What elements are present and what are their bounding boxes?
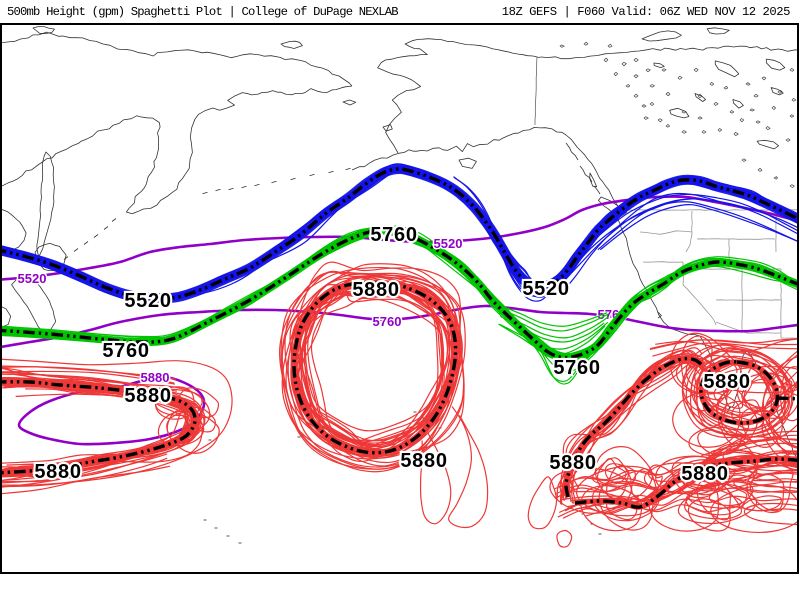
svg-text:18Z GEFS | F060 Valid: 06Z WED: 18Z GEFS | F060 Valid: 06Z WED NOV 12 20… — [502, 5, 790, 19]
svg-text:5760: 5760 — [373, 314, 402, 329]
svg-text:5520: 5520 — [124, 290, 171, 312]
svg-text:5880: 5880 — [703, 371, 750, 393]
svg-text:5880: 5880 — [681, 463, 728, 485]
svg-text:500mb Height (gpm) Spaghetti P: 500mb Height (gpm) Spaghetti Plot | Coll… — [7, 5, 398, 19]
svg-text:5760: 5760 — [102, 340, 149, 362]
svg-text:5520: 5520 — [522, 278, 569, 300]
svg-text:5880: 5880 — [141, 370, 170, 385]
svg-text:5880: 5880 — [124, 385, 171, 407]
svg-text:5760: 5760 — [553, 357, 600, 379]
svg-text:5520: 5520 — [18, 271, 47, 286]
svg-text:5880: 5880 — [352, 279, 399, 301]
svg-text:5880: 5880 — [400, 450, 447, 472]
svg-text:5880: 5880 — [549, 452, 596, 474]
svg-text:5880: 5880 — [34, 461, 81, 483]
svg-text:5520: 5520 — [434, 236, 463, 251]
svg-text:5760: 5760 — [370, 224, 417, 246]
